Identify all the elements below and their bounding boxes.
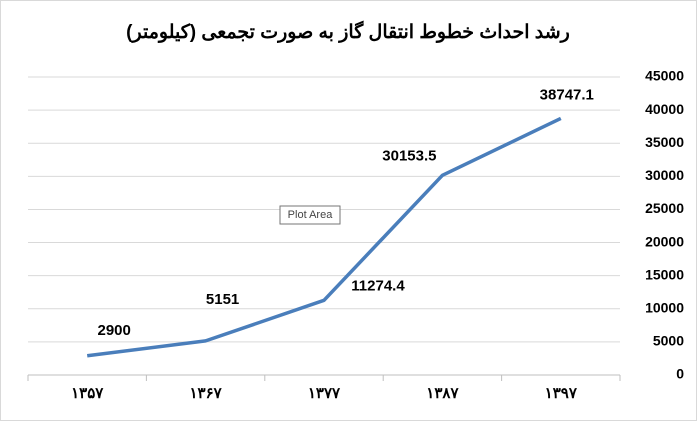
y-tick-label: 45000 bbox=[645, 68, 684, 84]
y-tick-label: 40000 bbox=[645, 101, 684, 117]
y-tick-label: 15000 bbox=[645, 266, 684, 282]
y-tick-label: 20000 bbox=[645, 233, 684, 249]
y-tick-label: 10000 bbox=[645, 299, 684, 315]
data-label: 38747.1 bbox=[540, 86, 594, 103]
x-tick-label: ۱۳۶۷ bbox=[189, 385, 222, 402]
y-tick-label: 0 bbox=[676, 366, 684, 382]
x-tick-label: ۱۳۷۷ bbox=[308, 385, 341, 402]
tooltip: Plot Area bbox=[288, 209, 334, 221]
chart-title: رشد احداث خطوط انتقال گاز به صورت تجمعی … bbox=[126, 20, 570, 43]
y-tick-label: 30000 bbox=[645, 167, 684, 183]
x-tick-label: ۱۳۹۷ bbox=[545, 385, 578, 402]
x-tick-label: ۱۳۵۷ bbox=[71, 385, 104, 402]
data-label: 5151 bbox=[206, 291, 239, 308]
data-label: 11274.4 bbox=[351, 277, 405, 294]
line-series bbox=[86, 116, 562, 358]
data-label: 30153.5 bbox=[382, 147, 436, 164]
y-tick-label: 35000 bbox=[645, 134, 684, 150]
data-label: 2900 bbox=[98, 322, 131, 339]
x-tick-label: ۱۳۸۷ bbox=[426, 385, 459, 402]
tooltip-box bbox=[279, 205, 341, 225]
y-tick-label: 5000 bbox=[653, 333, 684, 349]
y-tick-label: 25000 bbox=[645, 200, 684, 216]
